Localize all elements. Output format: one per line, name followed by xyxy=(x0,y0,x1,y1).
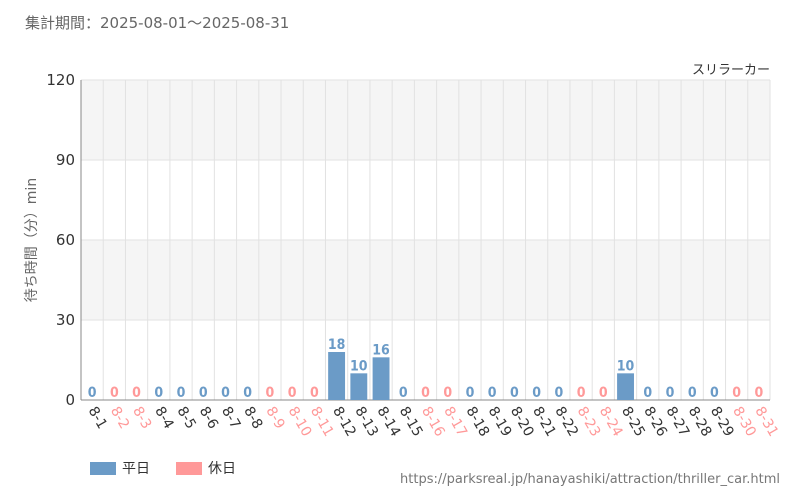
x-tick-label: 8-3 xyxy=(129,404,154,432)
bar-value-label: 0 xyxy=(177,385,186,401)
bar-value-label: 10 xyxy=(350,358,368,374)
legend-item-weekday[interactable]: 平日 xyxy=(90,458,150,478)
legend-item-holiday[interactable]: 休日 xyxy=(176,458,236,478)
x-tick-label: 8-7 xyxy=(218,404,243,432)
bar-value-label: 0 xyxy=(532,385,541,401)
y-tick-label: 60 xyxy=(56,231,75,249)
legend-swatch-holiday xyxy=(176,461,202,475)
bar-value-label: 0 xyxy=(110,385,119,401)
x-tick-label: 8-2 xyxy=(107,404,132,432)
source-url[interactable]: https://parksreal.jp/hanayashiki/attract… xyxy=(400,472,780,487)
legend-label-weekday: 平日 xyxy=(122,461,150,477)
y-tick-labels: 0 30 60 90 120 xyxy=(46,71,75,409)
x-tick-label: 8-8 xyxy=(240,404,265,432)
bar-value-label: 16 xyxy=(372,342,390,358)
bar-value-label: 0 xyxy=(266,385,275,401)
bar-value-label: 18 xyxy=(328,337,346,353)
y-tick-label: 0 xyxy=(65,391,75,409)
background-bands xyxy=(81,80,770,320)
bar-value-label: 0 xyxy=(466,385,475,401)
bar-value-label: 0 xyxy=(554,385,563,401)
x-tick-labels: 8-18-28-38-48-58-68-78-88-98-108-118-128… xyxy=(85,404,782,440)
y-tick-label: 90 xyxy=(56,151,75,169)
bar-8-25[interactable] xyxy=(617,373,634,400)
bar-value-label: 0 xyxy=(755,385,764,401)
bar-value-label: 0 xyxy=(154,385,163,401)
bar-value-label: 0 xyxy=(643,385,652,401)
grid-lines xyxy=(80,79,771,401)
bar-value-label: 0 xyxy=(221,385,230,401)
bar-value-label: 0 xyxy=(399,385,408,401)
bar-value-label: 0 xyxy=(421,385,430,401)
x-tick-label: 8-9 xyxy=(262,404,287,432)
legend-label-holiday: 休日 xyxy=(208,461,236,477)
grid-band xyxy=(81,240,770,320)
bar-8-14[interactable] xyxy=(372,357,390,400)
bar-value-label: 0 xyxy=(710,385,719,401)
x-tick-label: 8-6 xyxy=(196,404,221,432)
bar-value-label: 0 xyxy=(288,385,297,401)
collection-period: 集計期間：2025-08-01～2025-08-31 xyxy=(25,14,290,32)
chart-subtitle: スリラーカー xyxy=(692,63,770,78)
legend-swatch-weekday xyxy=(90,461,116,475)
y-axis-label: 待ち時間（分）min xyxy=(24,178,40,302)
bar-value-label: 0 xyxy=(577,385,586,401)
x-tick-label: 8-5 xyxy=(174,404,199,432)
bar-8-13[interactable] xyxy=(350,373,368,400)
bar-value-label: 0 xyxy=(132,385,141,401)
x-tick-label: 8-31 xyxy=(751,404,781,440)
x-tick-label: 8-1 xyxy=(85,404,110,432)
bar-value-label: 0 xyxy=(243,385,252,401)
bar-value-label: 0 xyxy=(599,385,608,401)
y-tick-label: 120 xyxy=(46,71,75,89)
bar-value-label: 0 xyxy=(88,385,97,401)
axes xyxy=(80,80,770,401)
bar-value-label: 0 xyxy=(732,385,741,401)
legend: 平日 休日 xyxy=(90,458,236,478)
bar-value-label: 0 xyxy=(510,385,519,401)
bar-value-label: 0 xyxy=(310,385,319,401)
bar-value-label: 0 xyxy=(443,385,452,401)
bar-value-label: 0 xyxy=(199,385,208,401)
x-tick-label: 8-4 xyxy=(151,404,176,432)
bars xyxy=(328,352,634,400)
bar-value-label: 0 xyxy=(666,385,675,401)
bar-8-12[interactable] xyxy=(328,352,346,400)
bar-value-label: 0 xyxy=(688,385,697,401)
bar-value-label: 0 xyxy=(488,385,497,401)
grid-band xyxy=(81,80,770,160)
y-tick-label: 30 xyxy=(56,311,75,329)
bar-value-label: 10 xyxy=(617,358,635,374)
